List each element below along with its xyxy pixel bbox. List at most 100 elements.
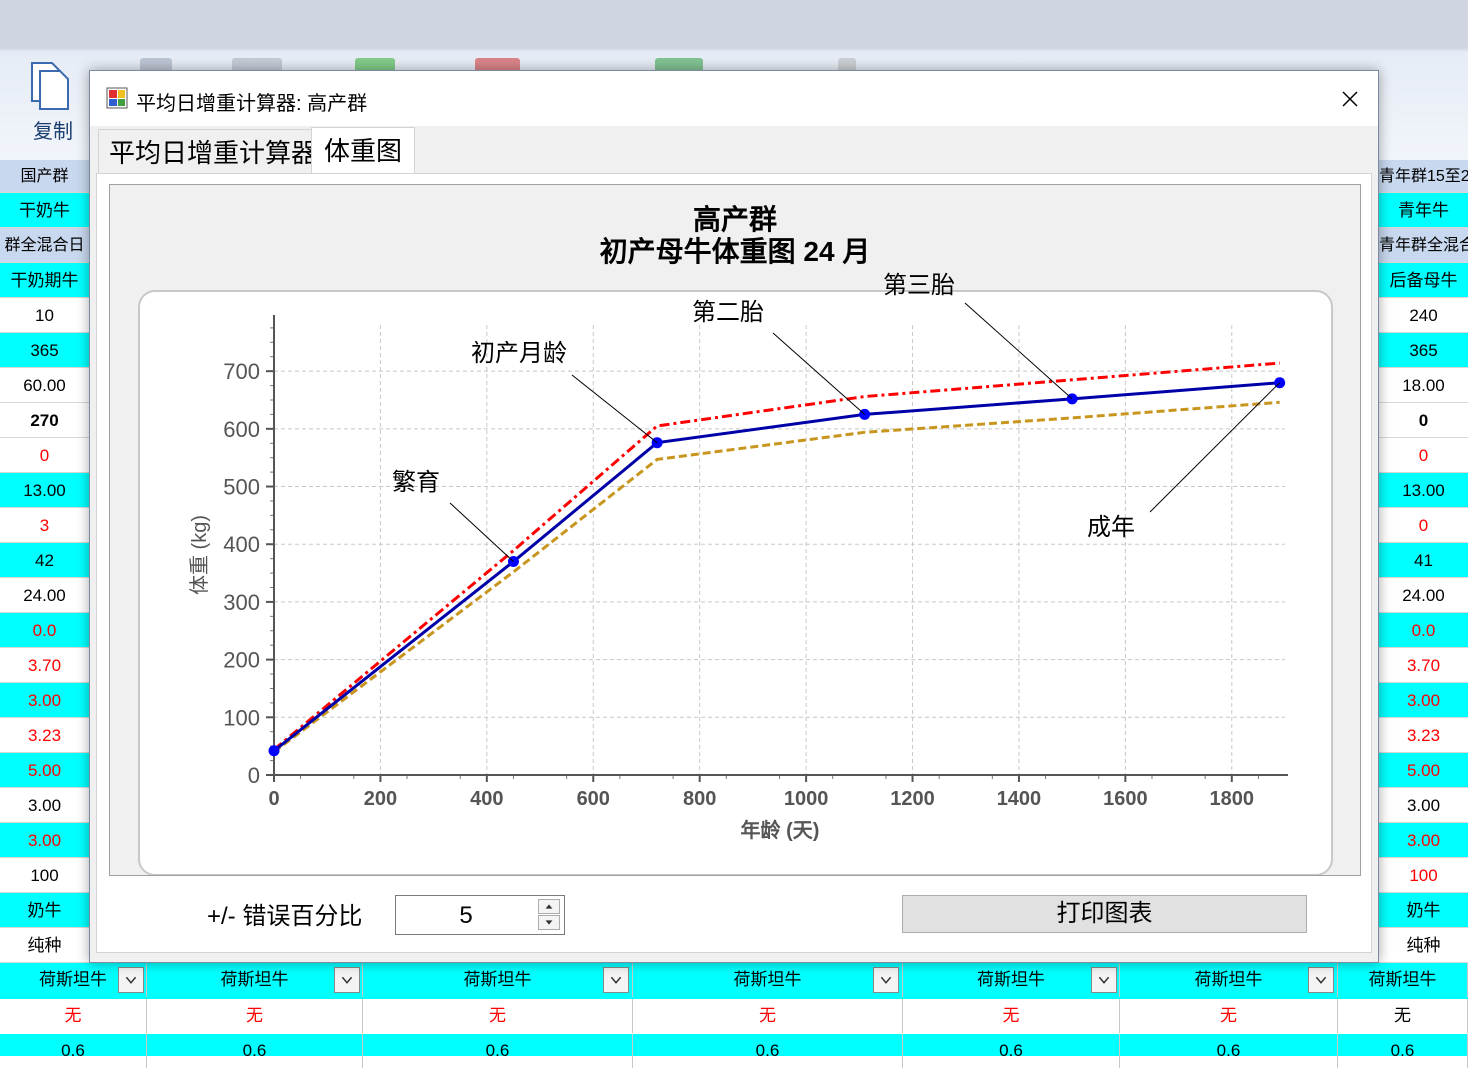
chevron-down-icon[interactable] <box>603 967 629 993</box>
spinner-down-icon[interactable] <box>538 915 560 930</box>
error-percent-value[interactable]: 5 <box>459 902 473 929</box>
value-cell[interactable]: 0.6 <box>1338 1034 1468 1068</box>
weight-chart: 0 200 400 600 800 1000 1200 1400 1600 1800 0 100 200… <box>138 204 1333 875</box>
y-axis-label: 体重 (kg) <box>188 515 211 595</box>
data-cell[interactable]: 3.00 <box>1379 823 1468 858</box>
data-cell[interactable]: 青年群15至2 <box>1379 160 1468 193</box>
value-cell[interactable]: 0.6 <box>633 1034 903 1068</box>
ribbon-icon-partial[interactable] <box>838 58 856 72</box>
data-cell[interactable]: 365 <box>0 333 89 368</box>
ribbon-icon-partial[interactable] <box>140 58 172 72</box>
none-cell[interactable]: 无 <box>903 999 1120 1033</box>
y-tick-label: 400 <box>223 532 260 557</box>
value-cell[interactable]: 0.6 <box>1120 1034 1338 1068</box>
breed-row: 荷斯坦牛 荷斯坦牛 荷斯坦牛 荷斯坦牛 荷斯坦牛 荷斯坦牛 荷斯坦牛 <box>0 963 1468 999</box>
close-icon[interactable] <box>1330 79 1370 119</box>
data-cell[interactable]: 100 <box>0 858 89 893</box>
spinner-up-icon[interactable] <box>538 899 560 914</box>
data-cell[interactable]: 干奶牛 <box>0 193 89 228</box>
annotation-leader-line <box>772 332 865 415</box>
data-cell[interactable]: 0 <box>1379 438 1468 473</box>
data-cell[interactable]: 纯种 <box>1379 928 1468 963</box>
tab-adg-calculator[interactable]: 平均日增重计算器 <box>98 129 329 173</box>
breed-cell[interactable]: 荷斯坦牛 <box>903 963 1120 997</box>
data-cell[interactable]: 24.00 <box>1379 578 1468 613</box>
breed-cell[interactable]: 荷斯坦牛 <box>633 963 903 997</box>
breed-cell[interactable]: 荷斯坦牛 <box>363 963 633 997</box>
data-cell[interactable]: 0 <box>1379 403 1468 438</box>
data-cell[interactable]: 3.70 <box>0 648 89 683</box>
data-cell[interactable]: 100 <box>1379 858 1468 893</box>
chevron-down-icon[interactable] <box>1091 967 1117 993</box>
data-cell[interactable]: 纯种 <box>0 928 89 963</box>
data-cell[interactable]: 5.00 <box>1379 753 1468 788</box>
data-cell[interactable]: 奶牛 <box>0 893 89 928</box>
value-cell[interactable]: 0.6 <box>0 1034 147 1068</box>
data-cell[interactable]: 13.00 <box>0 473 89 508</box>
data-cell[interactable]: 国产群 <box>0 160 89 193</box>
data-cell[interactable]: 3.00 <box>1379 683 1468 718</box>
data-cell[interactable]: 24.00 <box>0 578 89 613</box>
value-cell[interactable]: 0.6 <box>147 1034 363 1068</box>
chart-subtitle: 初产母牛体重图 24 月 <box>600 236 871 267</box>
adg-calculator-dialog: 平均日增重计算器: 高产群 平均日增重计算器 体重图 0 200 400 600 800… <box>89 70 1379 963</box>
none-cell[interactable]: 无 <box>147 999 363 1033</box>
breed-cell[interactable]: 荷斯坦牛 <box>147 963 363 997</box>
data-cell[interactable]: 240 <box>1379 298 1468 333</box>
data-cell[interactable]: 5.00 <box>0 753 89 788</box>
none-cell[interactable]: 无 <box>0 999 147 1033</box>
none-cell[interactable]: 无 <box>1338 999 1468 1033</box>
value-cell[interactable]: 0.6 <box>903 1034 1120 1068</box>
breed-cell[interactable]: 荷斯坦牛 <box>1120 963 1338 997</box>
annotation-label: 第二胎 <box>692 299 764 326</box>
data-cell[interactable]: 3 <box>0 508 89 543</box>
data-cell[interactable]: 3.70 <box>1379 648 1468 683</box>
data-cell[interactable]: 3.23 <box>0 718 89 753</box>
chevron-down-icon[interactable] <box>873 967 899 993</box>
ribbon-icon-partial[interactable] <box>655 58 703 72</box>
data-cell[interactable]: 奶牛 <box>1379 893 1468 928</box>
error-percent-spinner[interactable]: 5 <box>395 895 565 935</box>
data-cell[interactable]: 干奶期牛 <box>0 263 89 298</box>
data-cell[interactable]: 41 <box>1379 543 1468 578</box>
data-cell[interactable]: 270 <box>0 403 89 438</box>
data-cell[interactable]: 3.00 <box>1379 788 1468 823</box>
none-cell[interactable]: 无 <box>1120 999 1338 1033</box>
data-cell[interactable]: 后备母牛 <box>1379 263 1468 298</box>
ribbon-icon-partial[interactable] <box>475 58 520 72</box>
data-cell[interactable]: 18.00 <box>1379 368 1468 403</box>
data-point-marker <box>268 745 280 757</box>
none-cell[interactable]: 无 <box>633 999 903 1033</box>
plot-frame <box>138 290 1333 875</box>
data-cell[interactable]: 0.0 <box>1379 613 1468 648</box>
data-cell[interactable]: 3.00 <box>0 683 89 718</box>
copy-button[interactable]: 复制 <box>20 55 90 150</box>
ribbon-icon-partial[interactable] <box>355 58 395 72</box>
data-cell[interactable]: 3.00 <box>0 788 89 823</box>
data-cell[interactable]: 0.0 <box>0 613 89 648</box>
data-cell[interactable]: 青年牛 <box>1379 193 1468 228</box>
ribbon-icon-partial[interactable] <box>232 58 282 72</box>
tab-weight-chart[interactable]: 体重图 <box>311 127 416 175</box>
data-cell[interactable]: 0 <box>1379 508 1468 543</box>
data-cell[interactable]: 365 <box>1379 333 1468 368</box>
data-cell[interactable]: 13.00 <box>1379 473 1468 508</box>
weight-chart-tab-page: 0 200 400 600 800 1000 1200 1400 1600 1800 0 100 200… <box>96 173 1372 953</box>
data-cell[interactable]: 3.23 <box>1379 718 1468 753</box>
none-cell[interactable]: 无 <box>363 999 633 1033</box>
chevron-down-icon[interactable] <box>118 967 144 993</box>
data-cell[interactable]: 群全混合日 <box>0 228 89 263</box>
data-cell[interactable]: 0 <box>0 438 89 473</box>
breed-cell[interactable]: 荷斯坦牛 <box>1338 963 1468 997</box>
data-cell[interactable]: 42 <box>0 543 89 578</box>
data-cell[interactable]: 青年群全混合 <box>1379 228 1468 263</box>
print-chart-button[interactable]: 打印图表 <box>902 895 1307 933</box>
chevron-down-icon[interactable] <box>334 967 360 993</box>
value-cell[interactable]: 0.6 <box>363 1034 633 1068</box>
data-cell[interactable]: 10 <box>0 298 89 333</box>
chart-title: 高产群 <box>693 204 777 235</box>
data-cell[interactable]: 60.00 <box>0 368 89 403</box>
chevron-down-icon[interactable] <box>1308 967 1334 993</box>
breed-cell[interactable]: 荷斯坦牛 <box>0 963 147 997</box>
data-cell[interactable]: 3.00 <box>0 823 89 858</box>
